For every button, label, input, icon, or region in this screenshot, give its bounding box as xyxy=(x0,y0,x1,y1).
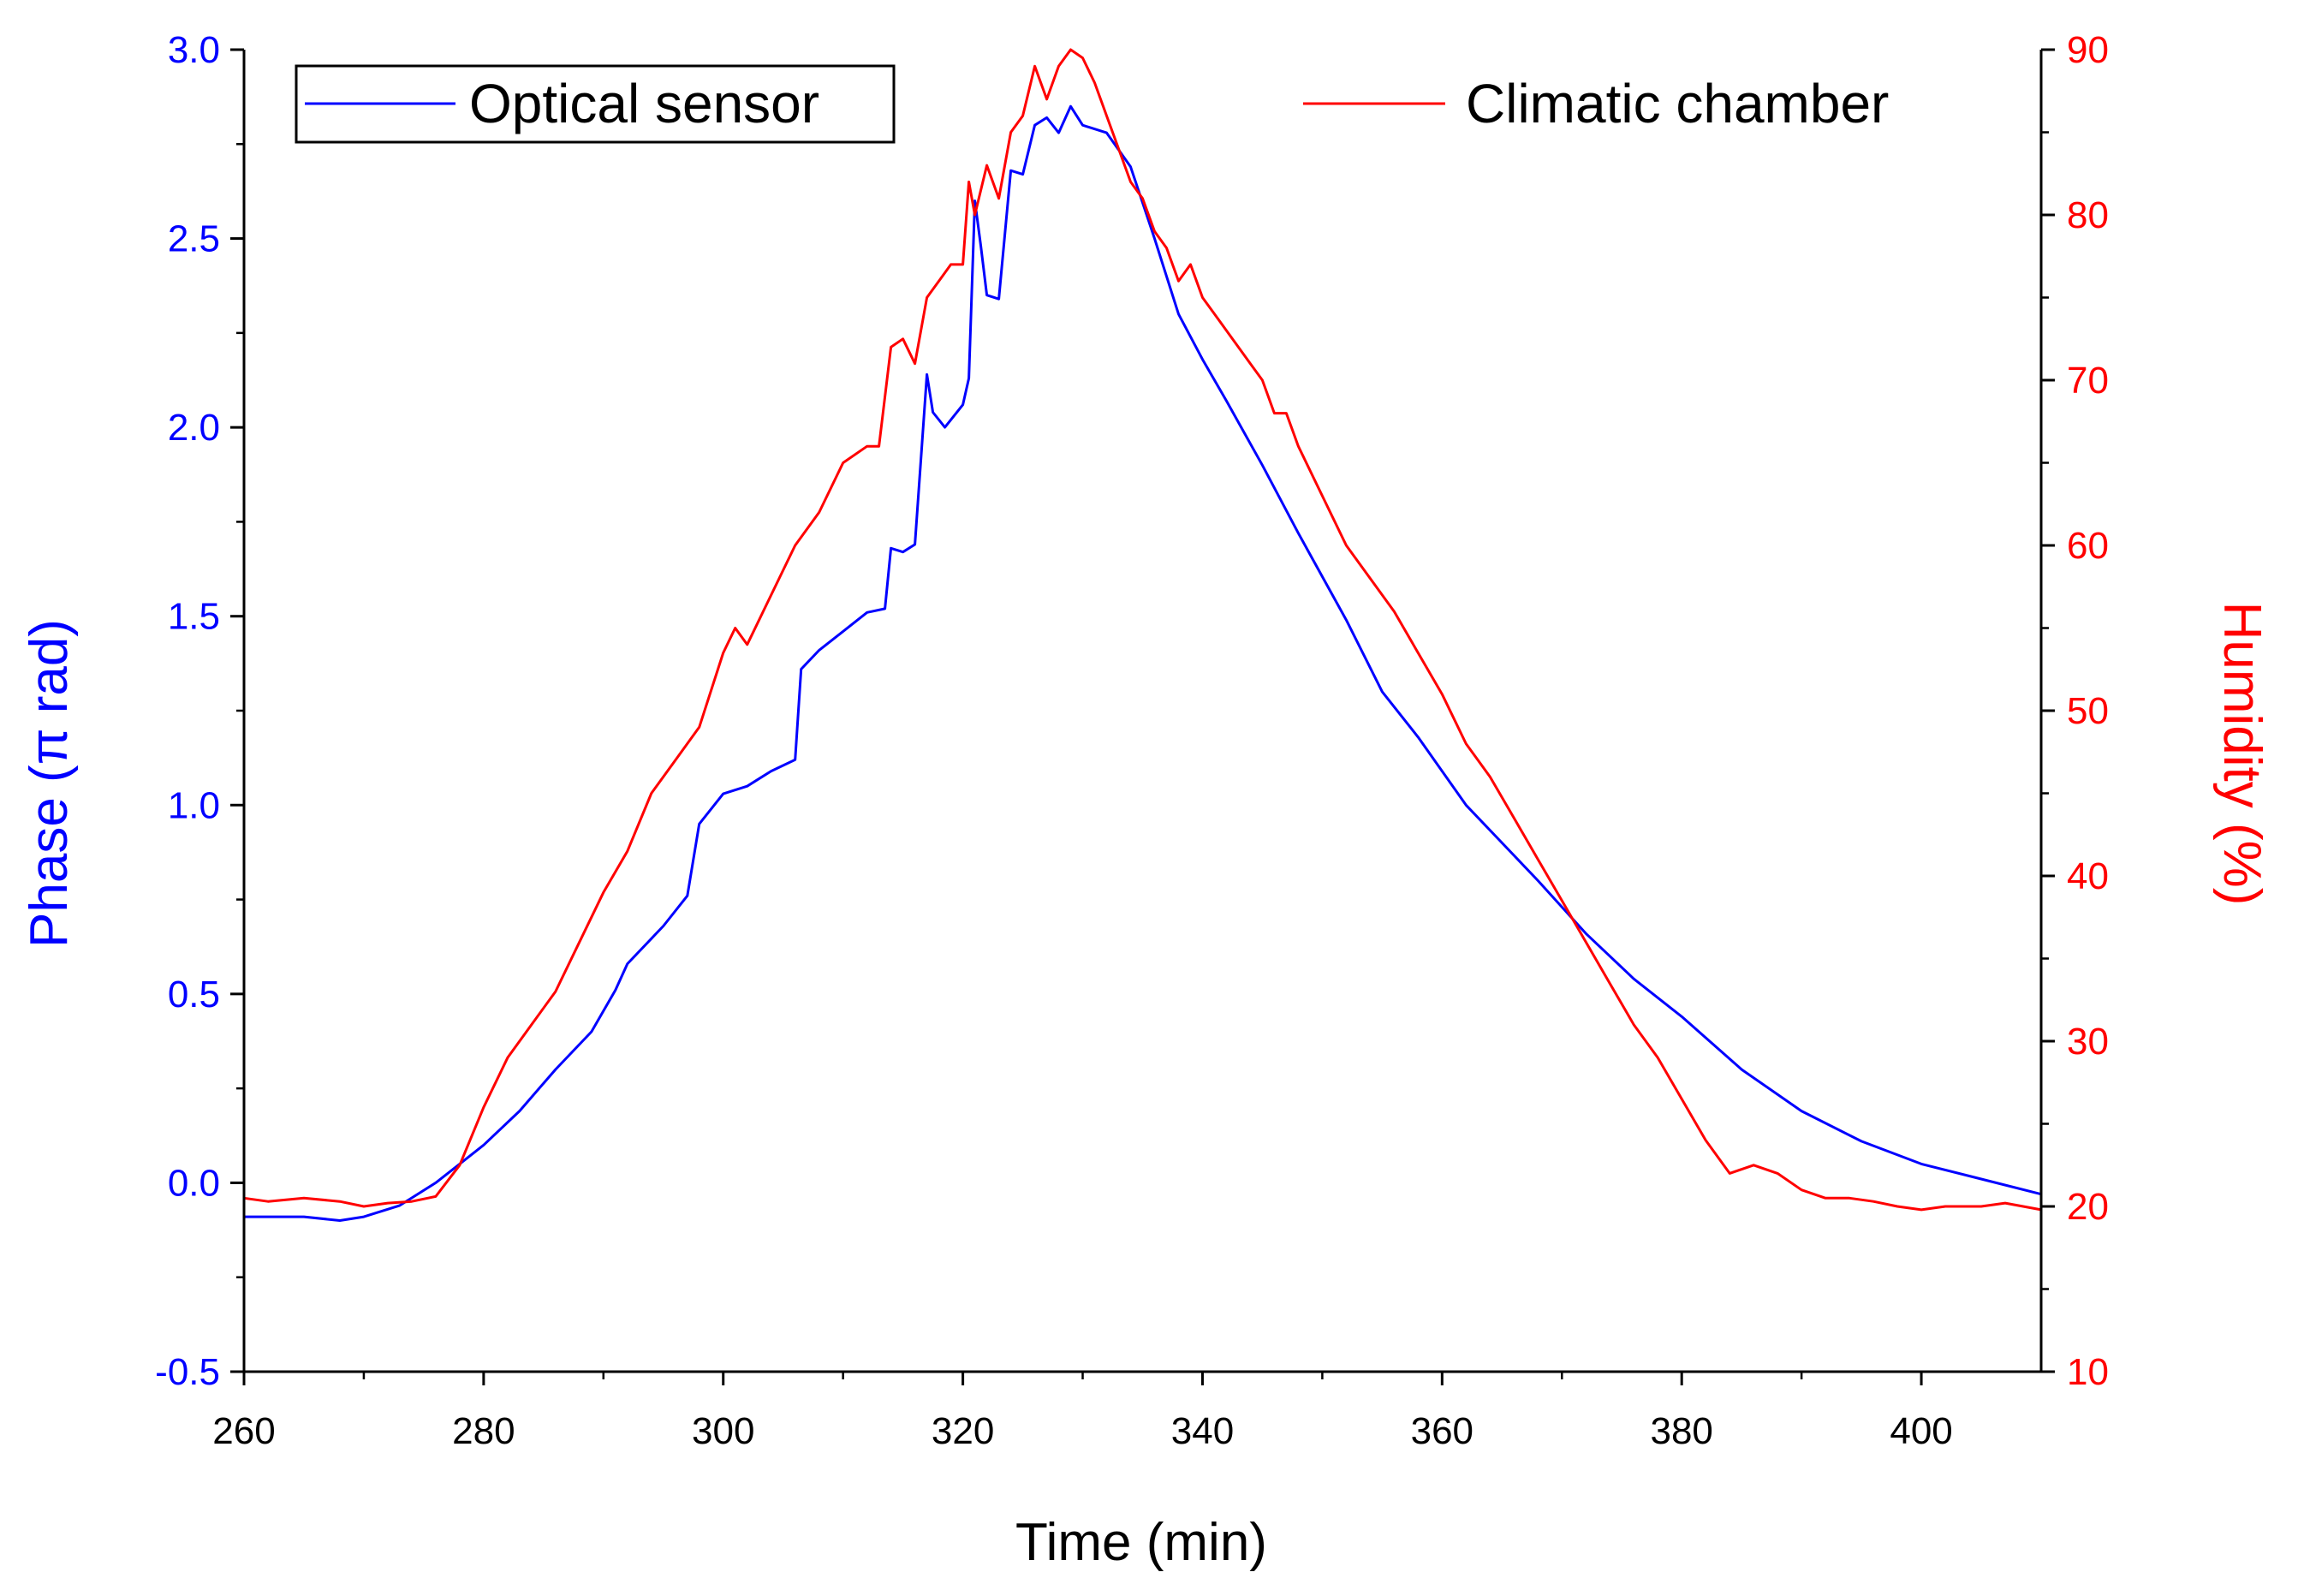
y-right-tick-label: 80 xyxy=(2067,194,2109,236)
y-left-tick-label: 2.5 xyxy=(168,218,220,260)
x-tick-label: 400 xyxy=(1890,1410,1952,1452)
y-left-tick-label: 2.0 xyxy=(168,407,220,449)
legend-chamber-label: Climatic chamber xyxy=(1466,73,1889,134)
x-axis-title: Time (min) xyxy=(1015,1513,1267,1572)
y-right-tick-label: 40 xyxy=(2067,855,2109,897)
x-tick-label: 380 xyxy=(1650,1410,1712,1452)
legend-optical-label: Optical sensor xyxy=(469,73,819,134)
x-tick-label: 300 xyxy=(692,1410,754,1452)
y-left-tick-label: 3.0 xyxy=(168,29,220,71)
series-layer xyxy=(243,48,2042,1222)
legend-optical-box xyxy=(295,64,896,144)
y-right-tick-label: 20 xyxy=(2067,1186,2109,1228)
y-right-tick-label: 50 xyxy=(2067,690,2109,732)
y-left-axis-title: Phase (π rad) xyxy=(20,619,79,948)
x-tick-label: 260 xyxy=(212,1410,275,1452)
legend-chamber: Climatic chamber xyxy=(1303,73,1889,134)
ticks-layer: 260 280 300 320 340 360 380 400 -0.5 0.0 0.5 1.0 1.5… xyxy=(155,29,2109,1452)
y-right-tick-label: 60 xyxy=(2067,525,2109,567)
legend-optical: Optical sensor xyxy=(295,64,896,144)
climatic-chamber-line xyxy=(243,48,2042,1212)
axes-layer xyxy=(242,50,2043,1373)
y-right-axis-title: Humidity (%) xyxy=(2212,602,2271,906)
y-right-tick-label: 90 xyxy=(2067,29,2109,71)
y-left-tick-label: 1.5 xyxy=(168,596,220,638)
y-left-tick-label: 0.5 xyxy=(168,974,220,1015)
y-right-tick-label: 30 xyxy=(2067,1021,2109,1063)
x-tick-label: 280 xyxy=(452,1410,515,1452)
y-left-tick-label: 1.0 xyxy=(168,784,220,826)
x-tick-label: 340 xyxy=(1171,1410,1234,1452)
y-right-tick-label: 10 xyxy=(2067,1351,2109,1393)
y-left-tick-label: -0.5 xyxy=(155,1351,220,1393)
y-left-tick-label: 0.0 xyxy=(168,1162,220,1204)
x-tick-label: 320 xyxy=(932,1410,994,1452)
x-tick-label: 360 xyxy=(1411,1410,1473,1452)
y-right-tick-label: 70 xyxy=(2067,360,2109,402)
optical-sensor-line xyxy=(244,104,2042,1222)
